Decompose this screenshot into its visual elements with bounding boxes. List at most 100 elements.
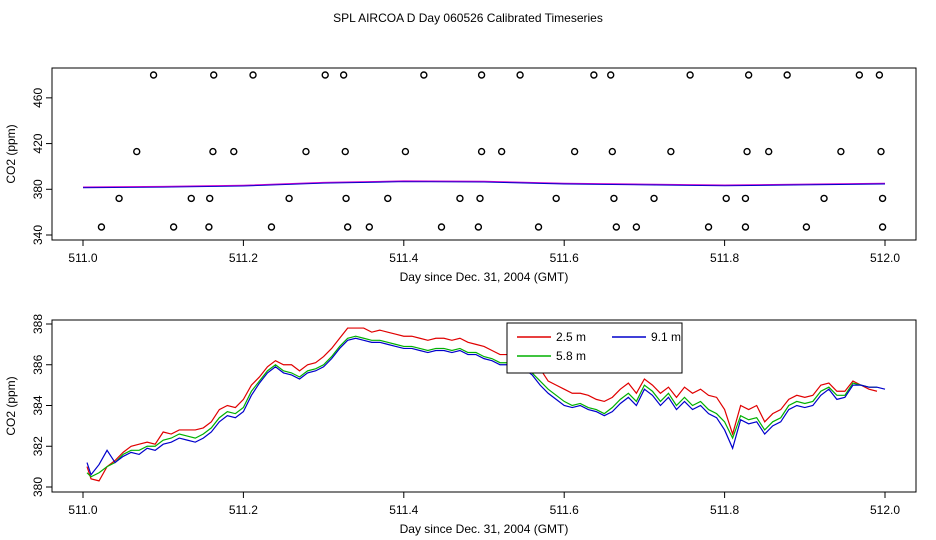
top-ticks: 511.0 511.2 511.4 511.6 511.8 512.0 340 380 420 4… [31,88,900,265]
legend: 2.5 m 5.8 m 9.1 m [506,322,683,374]
y-tick-label: 420 [31,133,45,153]
bottom-x-axis-label: Day since Dec. 31, 2004 (GMT) [400,522,569,536]
calibration-point [743,147,751,156]
y-tick-label: 380 [31,179,45,199]
x-tick-label: 512.0 [870,503,900,517]
calibration-point [477,147,486,156]
top-series [82,180,886,189]
top-calibration-points [97,71,887,231]
x-tick-label: 511.0 [68,251,97,265]
y-tick-label: 380 [31,477,45,497]
calibration-point [741,223,750,231]
top-panel: CO2 (ppm) Day since Dec. 31, 2004 (GMT) … [4,67,917,284]
top-x-axis-label: Day since Dec. 31, 2004 (GMT) [400,270,569,284]
legend-label-9.1m: 9.1 m [651,330,681,344]
calibration-point [115,194,123,203]
calibration-point [365,223,374,231]
calibration-point [837,147,845,156]
calibration-point [590,71,598,79]
x-tick-label: 511.0 [68,503,97,517]
calibration-point [321,71,329,79]
y-tick-label: 340 [31,225,45,245]
calibration-point [401,147,410,156]
bottom-panel: CO2 (ppm) Day since Dec. 31, 2004 (GMT) … [4,314,917,536]
legend-label-2.5m: 2.5 m [556,330,586,344]
bottom-series [86,327,886,482]
calibration-point [741,194,750,203]
calibration-point [534,223,543,231]
calibration-point [249,71,257,79]
calibration-point [342,194,350,203]
calibration-point [877,147,885,156]
calibration-point [878,223,887,231]
bottom-ticks: 511.0 511.2 511.4 511.6 511.8 512.0 380 382 384 3… [31,314,900,517]
calibration-point [133,147,141,156]
calibration-point [169,223,178,231]
calibration-point [722,194,730,203]
figure-title: SPL AIRCOA D Day 060526 Calibrated Times… [333,11,603,25]
y-tick-label: 460 [31,88,45,108]
calibration-point [187,194,195,203]
legend-label-5.8m: 5.8 m [556,349,586,363]
calibration-point [302,147,310,156]
calibration-point [209,147,217,156]
calibration-point [267,223,276,231]
calibration-point [149,71,158,79]
x-tick-label: 511.2 [229,251,258,265]
series-line-5.8m [86,335,877,478]
calibration-point [339,71,348,79]
calibration-point [875,71,884,79]
calibration-point [456,194,464,203]
calibration-point [210,71,218,79]
calibration-point [608,147,617,156]
calibration-point [744,71,753,79]
calibration-point [610,194,618,203]
calibration-point [516,71,524,79]
calibration-point [206,194,214,203]
calibration-point [704,223,713,231]
y-tick-label: 386 [31,354,45,374]
calibration-point [341,147,349,156]
calibration-point [612,223,621,231]
bottom-y-axis-label: CO2 (ppm) [4,376,18,435]
calibration-point [497,147,506,156]
legend-box [506,322,683,374]
calibration-point [97,223,106,231]
x-tick-label: 511.8 [710,251,739,265]
calibration-point [802,223,811,231]
calibration-point [230,147,238,156]
top-y-axis-label: CO2 (ppm) [4,124,18,183]
x-tick-label: 511.4 [389,503,418,517]
calibration-point [667,147,675,156]
calibration-point [552,194,560,203]
top-series-line [82,180,886,189]
calibration-point [420,71,428,79]
calibration-point [765,147,773,156]
top-plot-frame [51,67,917,241]
series-line-2.5m [86,327,878,482]
y-tick-label: 388 [31,314,45,334]
calibration-point [855,71,864,79]
calibration-point [205,223,213,231]
top-series-line-2 [82,180,886,188]
calibration-point [783,71,791,79]
x-tick-label: 511.2 [229,503,258,517]
x-tick-label: 511.6 [550,503,579,517]
calibration-point [474,223,483,231]
calibration-point [477,71,486,79]
calibration-point [878,194,887,203]
calibration-point [820,194,828,203]
x-tick-label: 512.0 [870,251,900,265]
calibration-point [437,223,446,231]
calibration-point [632,223,641,231]
calibration-point [607,71,615,79]
y-tick-label: 382 [31,436,45,456]
calibration-point [476,194,484,203]
calibration-point [285,194,293,203]
x-tick-label: 511.6 [550,251,579,265]
calibration-point [570,147,579,156]
calibration-point [343,223,352,231]
calibration-point [650,194,658,203]
y-tick-label: 384 [31,395,45,415]
